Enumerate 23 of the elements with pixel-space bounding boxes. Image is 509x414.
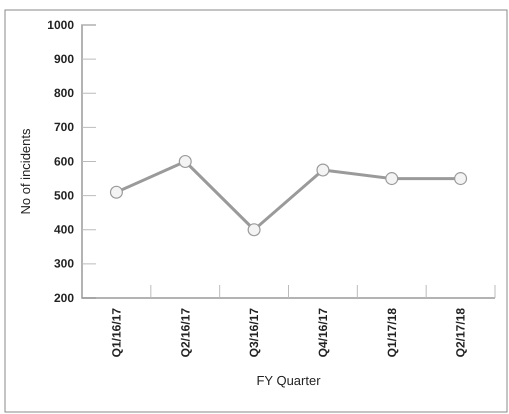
point	[385, 172, 398, 186]
x-tick-label: Q2/16/17	[178, 308, 192, 358]
y-tick-label: 400	[54, 222, 74, 237]
y-tick-label: 500	[54, 188, 74, 202]
x-tick-label: Q3/16/17	[247, 308, 262, 358]
y-tick-label: 700	[54, 120, 74, 134]
y-tick-label: 800	[54, 86, 74, 100]
x-tick-label: Q2/17/18	[454, 308, 468, 358]
point	[178, 154, 192, 168]
x-axis-title: FY Quarter	[256, 373, 322, 388]
x-tick-label: Q4/16/17	[316, 308, 330, 358]
x-tick-label: Q1/17/18	[384, 308, 399, 358]
y-tick-label: 900	[54, 52, 74, 66]
y-tick-label: 200	[54, 290, 74, 305]
point	[110, 186, 123, 199]
y-tick-label: 1000	[47, 18, 74, 32]
x-tick-label: Q1/16/17	[109, 308, 124, 358]
point	[454, 172, 468, 186]
y-tick-label: 600	[54, 154, 74, 168]
point	[316, 164, 330, 177]
y-axis-title: No of incidents	[18, 128, 33, 214]
point	[248, 223, 261, 236]
y-tick-label: 300	[54, 256, 74, 271]
